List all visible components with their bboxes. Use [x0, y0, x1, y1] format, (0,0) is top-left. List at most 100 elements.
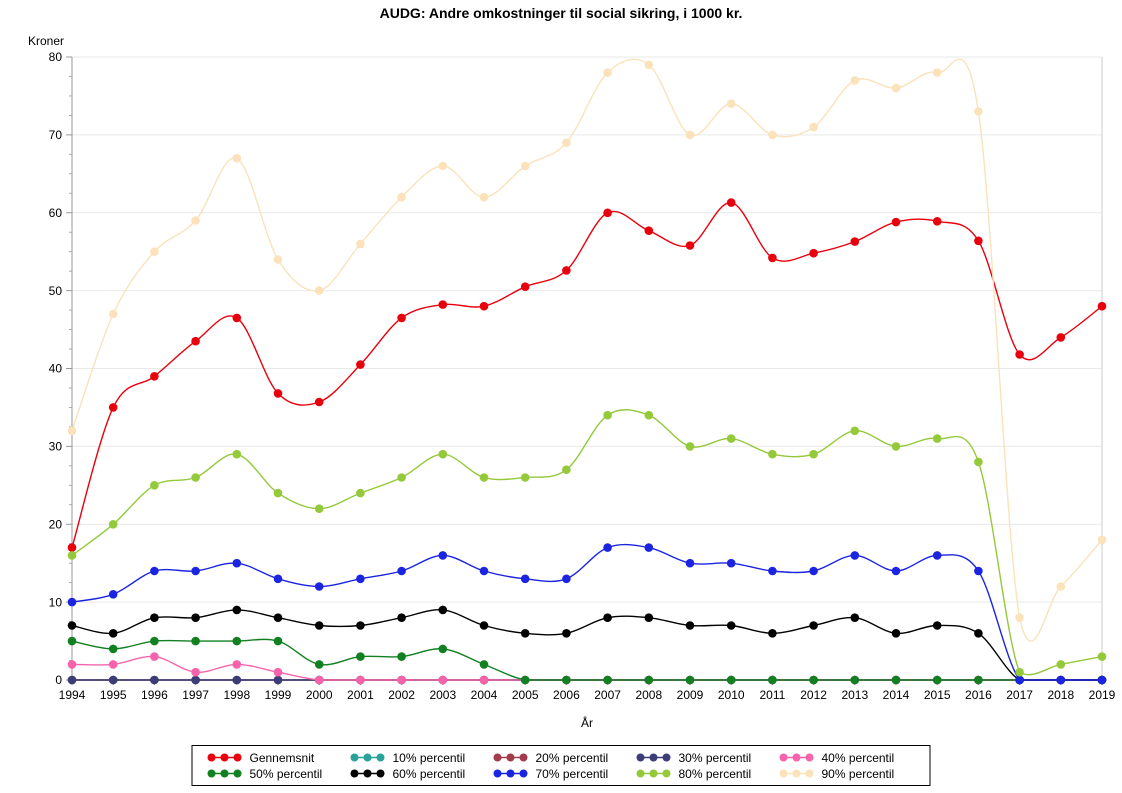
data-point: [438, 300, 448, 309]
legend-marker-icon: [350, 753, 385, 762]
data-point: [974, 629, 983, 638]
data-point: [1056, 582, 1066, 591]
data-point: [232, 558, 242, 568]
data-point: [603, 68, 612, 77]
data-point: [108, 629, 118, 638]
y-tick-label: 50: [49, 284, 63, 298]
legend: Gennemsnit 10% percentil 20% percentil 30% …: [191, 745, 931, 786]
data-point: [562, 629, 571, 638]
data-point: [1056, 675, 1066, 685]
legend-item: Gennemsnit: [207, 750, 350, 765]
series-line: [71, 201, 1103, 548]
data-point: [273, 255, 283, 264]
data-point: [67, 426, 77, 436]
data-point: [603, 613, 612, 622]
legend-marker-icon: [207, 769, 242, 778]
x-tick-label: 2008: [635, 688, 662, 702]
data-point: [1015, 613, 1024, 622]
data-point: [685, 442, 695, 451]
series-60-percentil: [67, 605, 1107, 685]
legend-marker-icon: [350, 769, 385, 778]
legend-label: Gennemsnit: [249, 750, 315, 765]
data-point: [726, 621, 736, 630]
data-point: [191, 636, 200, 646]
x-axis-title: År: [581, 715, 593, 730]
x-tick-label: 2014: [883, 688, 910, 702]
data-point: [191, 216, 200, 225]
data-point: [108, 590, 118, 599]
data-point: [644, 543, 654, 552]
data-point: [479, 301, 489, 311]
data-point: [603, 410, 612, 420]
data-point: [273, 488, 283, 498]
data-point: [356, 360, 365, 369]
data-point: [520, 161, 530, 171]
data-point: [974, 675, 983, 685]
data-point: [809, 566, 818, 576]
data-point: [150, 372, 159, 381]
x-tick-label: 2001: [347, 688, 374, 702]
data-point: [314, 397, 324, 407]
data-point: [273, 613, 283, 622]
data-point: [1056, 660, 1066, 669]
data-point: [685, 675, 695, 685]
data-point: [891, 217, 901, 227]
data-point: [314, 286, 324, 295]
data-point: [562, 266, 571, 275]
data-point: [67, 675, 77, 685]
data-point: [726, 99, 736, 108]
data-point: [273, 667, 283, 677]
data-point: [108, 520, 118, 529]
series-gennemsnit: [67, 198, 1107, 552]
data-point: [850, 76, 860, 85]
x-tick-label: 2010: [718, 688, 745, 702]
x-tick-label: 2012: [800, 688, 827, 702]
data-point: [768, 629, 777, 638]
data-point: [356, 488, 365, 498]
legend-item: 30% percentil: [636, 750, 779, 765]
data-point: [438, 449, 448, 459]
legend-marker-icon: [779, 769, 814, 778]
x-tick-label: 2000: [306, 688, 333, 702]
data-point: [520, 629, 530, 638]
data-point: [232, 605, 242, 615]
x-tick-label: 2015: [924, 688, 951, 702]
y-tick-label: 60: [49, 206, 63, 220]
data-point: [67, 551, 77, 560]
data-point: [685, 241, 695, 250]
data-point: [850, 426, 860, 436]
x-tick-label: 1996: [141, 688, 168, 702]
data-point: [191, 336, 200, 346]
legend-item: 70% percentil: [493, 766, 636, 781]
legend-label: 20% percentil: [535, 750, 609, 765]
data-point: [974, 457, 983, 467]
data-point: [932, 621, 942, 630]
data-point: [314, 582, 324, 591]
data-point: [932, 551, 942, 560]
data-point: [108, 403, 118, 412]
x-tick-label: 2018: [1047, 688, 1074, 702]
data-point: [850, 613, 860, 622]
data-point: [273, 574, 283, 584]
data-point: [932, 68, 942, 77]
data-point: [150, 636, 159, 646]
data-point: [479, 566, 489, 576]
data-point: [768, 566, 777, 576]
data-point: [809, 449, 818, 459]
data-point: [1015, 667, 1024, 677]
data-point: [932, 434, 942, 443]
data-point: [356, 621, 365, 630]
data-point: [768, 675, 777, 685]
data-point: [438, 644, 448, 654]
data-point: [356, 574, 365, 584]
data-point: [397, 566, 406, 576]
y-tick-label: 40: [49, 362, 63, 376]
data-point: [932, 675, 942, 685]
data-point: [356, 652, 365, 661]
data-point: [1015, 675, 1024, 685]
data-point: [150, 613, 159, 622]
data-point: [67, 621, 77, 630]
data-point: [191, 667, 200, 677]
y-tick-label: 20: [49, 517, 63, 531]
data-point: [479, 675, 489, 685]
